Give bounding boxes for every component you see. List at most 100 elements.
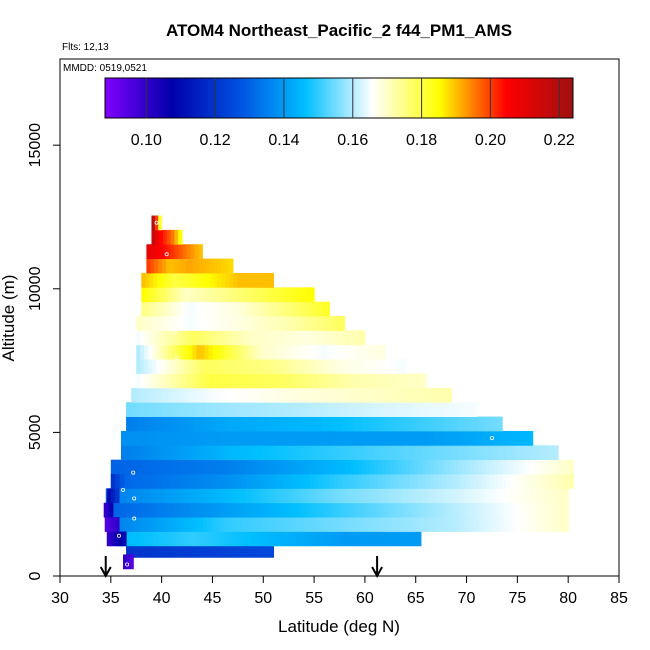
heatmap-cell	[143, 531, 149, 547]
heatmap-cell	[144, 373, 149, 389]
heatmap-cell	[349, 373, 355, 389]
heatmap-cell	[288, 359, 294, 374]
heatmap-cell	[304, 344, 310, 360]
heatmap-cell	[392, 488, 398, 504]
heatmap-cell	[460, 502, 466, 518]
heatmap-cell	[209, 445, 214, 461]
heatmap-cell	[475, 517, 481, 532]
heatmap-cell	[361, 445, 367, 461]
heatmap-cell	[216, 330, 222, 346]
heatmap-cell	[269, 287, 275, 303]
heatmap-cell	[272, 531, 277, 547]
heatmap-cell	[188, 359, 194, 374]
heatmap-cell	[244, 344, 250, 360]
heatmap-cell	[336, 330, 342, 346]
heatmap-cell	[508, 488, 513, 504]
heatmap-cell	[213, 542, 219, 558]
heatmap-cell	[144, 359, 149, 374]
heatmap-cell	[537, 459, 542, 475]
arrows	[99, 556, 383, 579]
heatmap-cell	[225, 542, 231, 558]
heatmap-cell	[395, 387, 400, 403]
heatmap-cell	[228, 430, 234, 446]
heatmap-cell	[295, 387, 300, 403]
heatmap-cell	[300, 344, 306, 360]
heatmap-cell	[324, 330, 330, 346]
colorbar: 0.10 0.12 0.14 0.16 0.18 0.20 0.22	[104, 77, 575, 149]
heatmap-band	[110, 474, 574, 489]
heatmap-cell	[393, 373, 399, 389]
heatmap-cell	[492, 430, 498, 446]
heatmap-cell	[237, 488, 242, 504]
heatmap-cell	[256, 430, 262, 446]
heatmap-cell	[241, 272, 247, 288]
heatmap-cell	[289, 373, 294, 389]
heatmap-cell	[310, 474, 315, 489]
heatmap-cell	[269, 445, 274, 461]
heatmap-cell	[154, 517, 160, 532]
heatmap-cell	[357, 402, 362, 417]
heatmap-cell	[298, 474, 303, 489]
heatmap-cell	[381, 373, 387, 389]
heatmap-cell	[284, 316, 290, 331]
heatmap-cell	[413, 474, 419, 489]
heatmap-cell	[252, 430, 258, 446]
heatmap-cell	[484, 430, 490, 446]
heatmap-cell	[376, 430, 382, 446]
heatmap-cell	[158, 215, 163, 231]
heatmap-cell	[240, 359, 246, 374]
heatmap-cell	[117, 488, 123, 504]
heatmap-cell	[146, 517, 152, 532]
heatmap-cell	[399, 517, 405, 532]
heatmap-cell	[497, 445, 503, 461]
heatmap-cell	[258, 416, 263, 432]
heatmap-cell	[374, 416, 379, 432]
heatmap-cell	[321, 359, 326, 374]
heatmap-cell	[331, 517, 337, 532]
heatmap-cell	[260, 344, 266, 360]
heatmap-cell	[185, 488, 191, 504]
heatmap-cell	[265, 445, 270, 461]
heatmap-cell	[233, 488, 238, 504]
heatmap-cell	[500, 430, 506, 446]
heatmap-cell	[215, 387, 220, 403]
heatmap-cell	[296, 330, 302, 346]
heatmap-cell	[253, 287, 259, 303]
heatmap-cell	[269, 502, 274, 518]
heatmap-cell	[337, 445, 343, 461]
heatmap-cell	[220, 330, 226, 346]
heatmap-cell	[439, 517, 445, 532]
heatmap-cell	[245, 488, 250, 504]
heatmap-cell	[232, 430, 238, 446]
heatmap-cell	[377, 359, 383, 374]
heatmap-cell	[224, 531, 229, 547]
heatmap-cell	[309, 488, 314, 504]
heatmap-cell	[216, 359, 222, 374]
heatmap-cell	[346, 459, 351, 475]
heatmap-cell	[265, 488, 270, 504]
heatmap-cell	[310, 416, 315, 432]
heatmap-cell	[148, 430, 154, 446]
heatmap-cell	[146, 474, 152, 489]
heatmap-cell	[249, 488, 254, 504]
heatmap-cell	[189, 445, 194, 461]
heatmap-cell	[200, 373, 206, 389]
heatmap-cell	[157, 542, 163, 558]
heatmap-cell	[466, 416, 471, 432]
heatmap-cell	[436, 402, 442, 417]
heatmap-cell	[172, 430, 178, 446]
heatmap-cell	[237, 502, 242, 518]
heatmap-cell	[228, 344, 234, 360]
heatmap-cell	[330, 416, 335, 432]
heatmap-cell	[110, 488, 116, 504]
heatmap-cell	[127, 531, 133, 547]
heatmap-cell	[365, 474, 371, 489]
heatmap-cell	[133, 502, 139, 518]
heatmap-cell	[225, 272, 230, 288]
heatmap-cell	[285, 402, 291, 417]
heatmap-cell	[232, 330, 238, 346]
heatmap-cell	[130, 402, 135, 417]
heatmap-cell	[423, 387, 428, 403]
heatmap-cell	[229, 542, 235, 558]
heatmap-cell	[500, 488, 505, 504]
